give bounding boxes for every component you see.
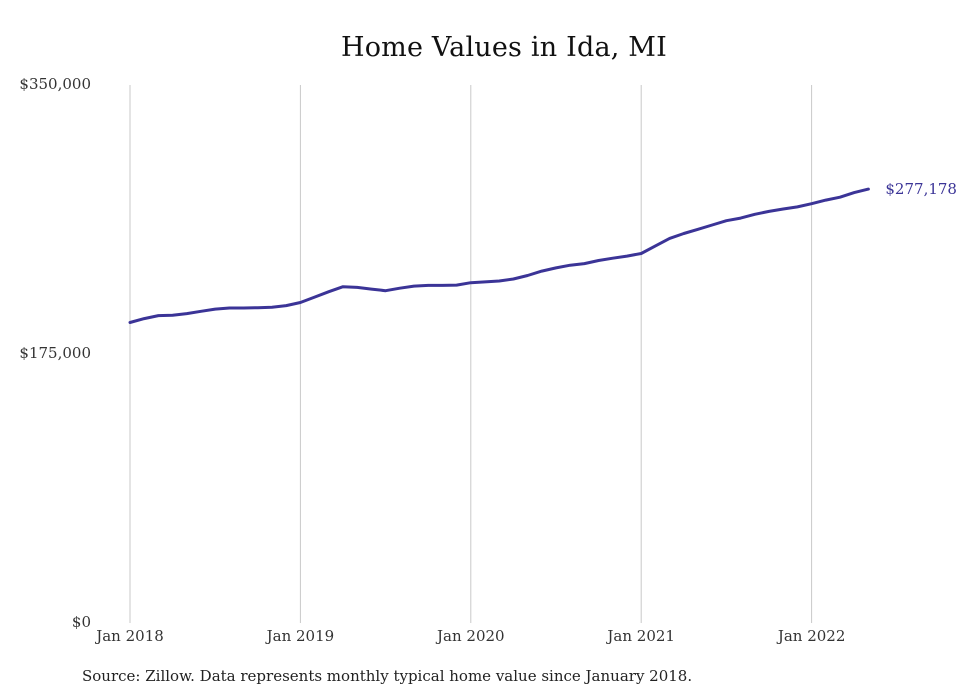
x-axis-ticks: Jan 2018 Jan 2019 Jan 2020 Jan 2021 Jan 2022 bbox=[94, 627, 845, 645]
y-axis-ticks: $0 $175,000 $350,000 bbox=[19, 75, 91, 631]
x-tick-label: Jan 2018 bbox=[94, 627, 164, 645]
x-tick-label: Jan 2019 bbox=[265, 627, 335, 645]
chart-title: Home Values in Ida, MI bbox=[340, 32, 668, 63]
line-chart: $0$175,000$350,000 Jan 2018 Jan 2019 Jan 2… bbox=[19, 75, 957, 645]
y-tick-label: $0 bbox=[72, 613, 91, 631]
y-tick-label: $350,000 bbox=[19, 75, 91, 93]
x-tick-label: Jan 2020 bbox=[435, 627, 505, 645]
source-note: Source: Zillow. Data represents monthly … bbox=[82, 667, 693, 685]
x-tick-label: Jan 2022 bbox=[776, 627, 846, 645]
x-tick-label: Jan 2021 bbox=[605, 627, 675, 645]
y-tick-label: $175,000 bbox=[19, 344, 91, 362]
data-labels: $277,178 bbox=[885, 180, 957, 198]
series-line-group bbox=[128, 187, 870, 324]
end-value-label: $277,178 bbox=[885, 180, 957, 198]
gridlines bbox=[129, 85, 813, 623]
series-line bbox=[128, 187, 870, 324]
